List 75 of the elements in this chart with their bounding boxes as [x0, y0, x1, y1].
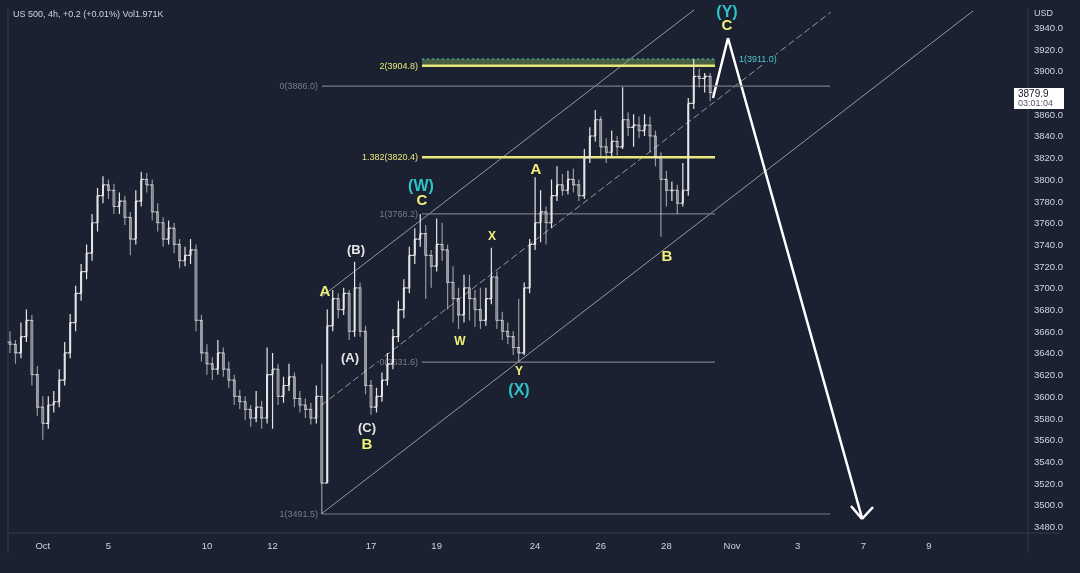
x-tick-label: 3 — [795, 540, 801, 551]
x-tick-label: 7 — [860, 540, 866, 551]
annotation: Y — [514, 364, 524, 378]
candlestick — [517, 298, 521, 363]
y-tick-label: 3600.0 — [1034, 390, 1064, 402]
candlestick — [659, 151, 663, 238]
x-tick-label: 10 — [201, 540, 213, 551]
annotation: 3879.9 — [1018, 88, 1050, 99]
annotation: (W) — [408, 177, 434, 194]
y-tick-label: 3500.0 — [1034, 499, 1064, 511]
x-tick-label: 9 — [926, 540, 932, 551]
y-tick-label: 3900.0 — [1034, 65, 1064, 77]
candlestick — [298, 390, 302, 414]
y-axis-title: USD — [1034, 8, 1054, 18]
y-tick-label: 3720.0 — [1034, 260, 1064, 272]
annotation: A — [530, 160, 542, 177]
y-tick-label: 3740.0 — [1034, 238, 1064, 250]
annotation: W — [454, 334, 467, 348]
y-tick-label: 3940.0 — [1034, 22, 1064, 34]
candlestick — [708, 72, 712, 102]
candlestick — [243, 395, 247, 421]
y-tick-label: 3780.0 — [1034, 195, 1064, 207]
candlestick — [232, 374, 236, 406]
y-tick-label: 3680.0 — [1034, 304, 1064, 316]
y-tick-label: 3580.0 — [1034, 412, 1064, 424]
candlestick — [473, 289, 477, 328]
ref-line-label: 1(3768.2) — [379, 208, 418, 219]
annotation: A — [319, 282, 331, 299]
annotation: (C) — [357, 420, 377, 435]
y-tick-label: 3760.0 — [1034, 217, 1064, 229]
x-tick-label: 24 — [529, 540, 541, 551]
candlestick — [238, 389, 242, 410]
ref-line-label: 0(3886.0) — [279, 81, 318, 92]
y-tick-label: 3860.0 — [1034, 108, 1064, 120]
x-tick-label: 19 — [431, 540, 442, 551]
x-tick-label: 5 — [105, 540, 112, 551]
candlestick — [150, 178, 154, 222]
x-tick-label: 26 — [595, 540, 607, 551]
x-tick-label: 17 — [365, 540, 377, 551]
annotation: C — [416, 191, 428, 208]
chart-title: US 500, 4h, +0.2 (+0.01%) Vol1.971K — [13, 9, 164, 19]
annotation: B — [361, 435, 373, 452]
y-tick-label: 3840.0 — [1034, 130, 1064, 142]
y-tick-label: 3480.0 — [1034, 520, 1064, 532]
y-tick-label: 3920.0 — [1034, 43, 1064, 55]
y-tick-label: 3660.0 — [1034, 325, 1064, 337]
candlestick — [451, 265, 455, 324]
y-tick-label: 3700.0 — [1034, 282, 1064, 294]
y-tick-label: 3800.0 — [1034, 173, 1064, 185]
annotation: X — [487, 229, 497, 243]
annotation: (A) — [340, 350, 360, 365]
y-tick-label: 3520.0 — [1034, 477, 1064, 489]
y-tick-label: 3540.0 — [1034, 455, 1064, 467]
annotation: (B) — [346, 242, 366, 257]
annotation: B — [661, 247, 673, 264]
ref-line-label: 1(3911.0) — [739, 53, 777, 64]
y-tick-label: 3820.0 — [1034, 152, 1064, 164]
x-tick-label: Oct — [35, 540, 51, 551]
annotation: (Y) — [716, 3, 738, 20]
y-tick-label: 3560.0 — [1034, 434, 1064, 446]
x-tick-label: Nov — [723, 540, 741, 551]
candlestick — [511, 330, 515, 356]
y-tick-label: 3620.0 — [1034, 369, 1064, 381]
ref-line-label: 1(3491.5) — [279, 509, 318, 520]
annotation: 03:01:04 — [1018, 98, 1054, 108]
ref-line-label: 2(3904.8) — [379, 60, 418, 71]
candlestick — [205, 343, 209, 376]
ref-line-label: 1.382(3820.4) — [361, 152, 418, 163]
annotation: (X) — [508, 381, 530, 398]
candlestick — [506, 321, 510, 345]
x-tick-label: 12 — [267, 540, 278, 551]
y-tick-label: 3640.0 — [1034, 347, 1064, 359]
x-tick-label: 28 — [661, 540, 672, 551]
candlestick — [41, 395, 45, 441]
candlestick — [227, 361, 231, 389]
